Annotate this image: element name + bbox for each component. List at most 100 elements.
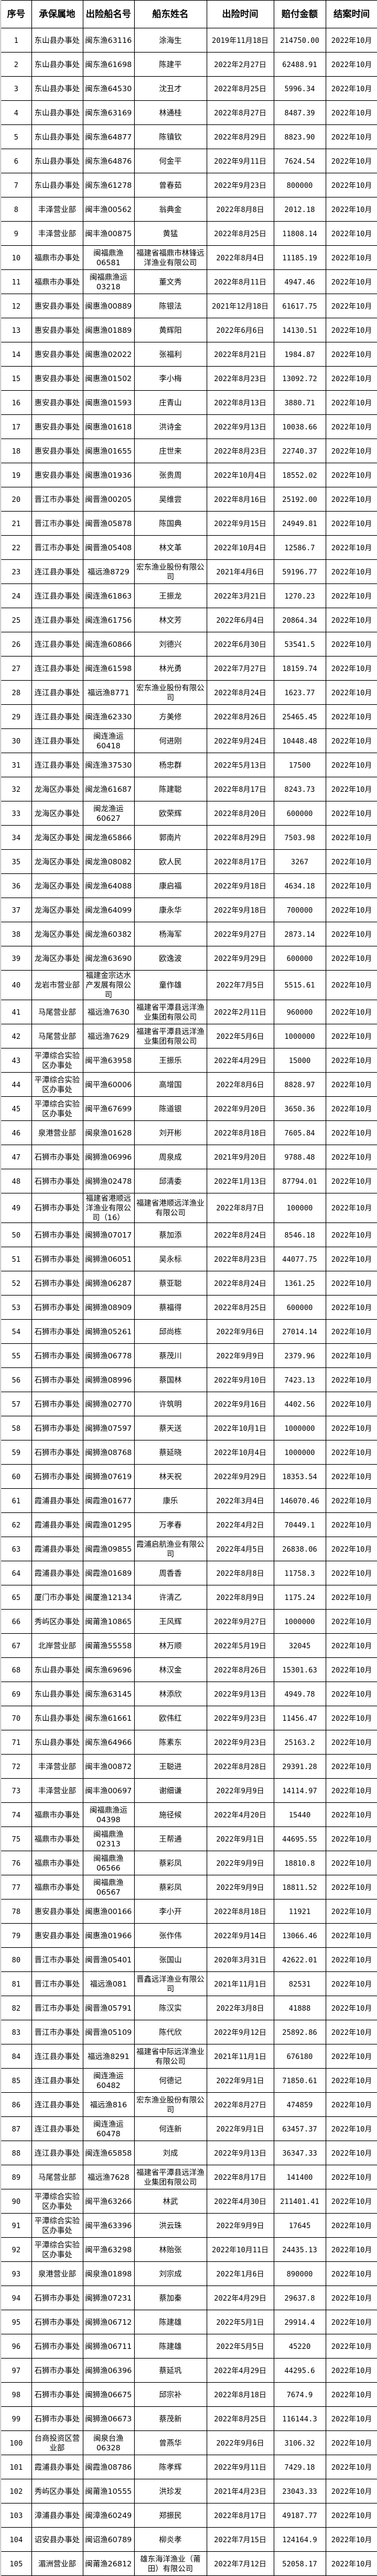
table-row: 67 北岸营业部 闽莆渔55558 林万顺 2022年5月19日 32045 2022年10… [0, 1633, 377, 1658]
cell-index: 48 [0, 1169, 32, 1193]
cell-amount: 5996.34 [273, 76, 326, 101]
cell-vessel: 闽惠渔01618 [82, 414, 135, 439]
cell-amount: 25892.86 [273, 2020, 326, 2044]
cell-vessel: 闽晋渔00205 [82, 487, 135, 512]
cell-owner: 邱尚栋 [134, 1319, 207, 1344]
table-row: 86 连江县办事处 福远渔816 宏东渔业股份有限公司 2022年8月27日 474859… [0, 2092, 377, 2117]
cell-close-date: 2022年10月 [325, 535, 377, 560]
cell-owner: 翁典金 [134, 197, 207, 222]
cell-vessel: 闽连渔运60478 [82, 2116, 135, 2141]
cell-incident-date: 2022年8月26日 [206, 1657, 274, 1682]
cell-incident-date: 2022年8月16日 [206, 487, 274, 512]
cell-close-date: 2022年10月 [325, 1512, 377, 1537]
cell-index: 81 [0, 1971, 32, 1996]
cell-owner: 陈素东 [134, 1730, 207, 1755]
cell-vessel: 闽福鼎渔06581 [82, 245, 135, 270]
cell-amount: 15301.63 [273, 1657, 326, 1682]
cell-amount: 1984.87 [273, 342, 326, 367]
cell-vessel: 闽狮渔06673 [82, 2406, 135, 2431]
cell-vessel: 闽东渔63169 [82, 100, 135, 125]
cell-close-date: 2022年10月 [325, 1899, 377, 1924]
cell-vessel: 福建金宗达水产发展有限公司 [82, 970, 135, 1000]
cell-close-date: 2022年10月 [325, 2479, 377, 2504]
cell-region: 漳浦县办事处 [31, 2503, 83, 2528]
cell-amount: 116144.3 [273, 2406, 326, 2431]
cell-vessel: 闽连渔60866 [82, 632, 135, 657]
cell-amount: 49187.77 [273, 2503, 326, 2528]
cell-amount: 1000000 [273, 1440, 326, 1465]
cell-index: 18 [0, 438, 32, 463]
cell-vessel: 福远渔816 [82, 2092, 135, 2117]
cell-incident-date: 2022年8月18日 [206, 1120, 274, 1145]
cell-index: 95 [0, 2310, 32, 2334]
cell-amount: 71850.61 [273, 2068, 326, 2093]
cell-amount: 800000 [273, 173, 326, 198]
table-row: 31 连江县办事处 闽连渔37530 杨忠群 2022年5月13日 17500 2022年1… [0, 753, 377, 777]
cell-incident-date: 2021年9月20日 [206, 1145, 274, 1169]
cell-region: 石狮市办事处 [31, 2382, 83, 2407]
table-body: 1 东山县办事处 闽东渔63116 涂海生 2019年11月18日 214750.00 20… [0, 28, 377, 2576]
cell-owner: 沈丑才 [134, 76, 207, 101]
cell-vessel: 闽连渔37530 [82, 753, 135, 777]
cell-index: 74 [0, 1802, 32, 1827]
cell-owner: 张作伟 [134, 1923, 207, 1948]
cell-region: 丰泽营业部 [31, 1778, 83, 1803]
cell-incident-date: 2020年3月31日 [206, 1947, 274, 1972]
cell-region: 龙海区办事处 [31, 801, 83, 826]
cell-vessel: 闽莆渔10865 [82, 1609, 135, 1634]
cell-index: 96 [0, 2334, 32, 2359]
cell-close-date: 2022年10月 [325, 1392, 377, 1416]
cell-close-date: 2022年10月 [325, 1802, 377, 1827]
cell-index: 93 [0, 2261, 32, 2286]
cell-vessel: 闽狮渔07597 [82, 1416, 135, 1441]
cell-amount: 59196.77 [273, 559, 326, 584]
table-row: 14 惠安县办事处 闽惠渔02022 张福利 2022年8月21日 1984.87 2022… [0, 342, 377, 367]
cell-index: 43 [0, 1048, 32, 1073]
cell-incident-date: 2021年12月18日 [206, 294, 274, 318]
cell-region: 福鼎市办事处 [31, 1851, 83, 1875]
cell-amount: 25465.45 [273, 704, 326, 729]
cell-incident-date: 2022年8月26日 [206, 704, 274, 729]
cell-incident-date: 2022年9月1日 [206, 2068, 274, 2093]
cell-index: 55 [0, 1343, 32, 1368]
cell-vessel: 闽平渔63396 [82, 2213, 135, 2238]
cell-vessel: 闽霞渔01689 [82, 1561, 135, 1585]
table-row: 5 东山县办事处 闽东渔64877 陈镇钦 2022年8月29日 8823.90 2022年… [0, 124, 377, 149]
cell-owner: 欧荣辉 [134, 801, 207, 826]
cell-owner: 曾燕华 [134, 2430, 207, 2455]
cell-index: 42 [0, 1024, 32, 1049]
table-row: 2 东山县办事处 闽东渔61698 陈建平 2022年2月27日 62488.91 2022… [0, 52, 377, 77]
cell-amount: 474859 [273, 2092, 326, 2117]
cell-incident-date: 2022年3月8日 [206, 1996, 274, 2020]
cell-region: 连江县办事处 [31, 559, 83, 584]
cell-close-date: 2022年10月 [325, 2165, 377, 2189]
cell-owner: 周泉成 [134, 1145, 207, 1169]
cell-vessel: 闽惠渔01966 [82, 1923, 135, 1948]
cell-close-date: 2022年10月 [325, 1367, 377, 1392]
cell-vessel: 闽福鼎渔运04398 [82, 1802, 135, 1827]
cell-region: 厦门市办事处 [31, 1585, 83, 1610]
cell-region: 石狮市办事处 [31, 1193, 83, 1223]
cell-close-date: 2022年10月 [325, 2358, 377, 2383]
cell-vessel: 闽平渔63266 [82, 2189, 135, 2214]
cell-index: 8 [0, 197, 32, 222]
cell-close-date: 2022年10月 [325, 1440, 377, 1465]
cell-amount: 11456.47 [273, 1706, 326, 1730]
cell-amount: 29391.28 [273, 1754, 326, 1779]
cell-amount: 13066.46 [273, 1923, 326, 1948]
cell-region: 连江县办事处 [31, 2141, 83, 2165]
cell-amount: 23043.33 [273, 2479, 326, 2504]
table-row: 10 福鼎市办事处 闽福鼎渔06581 福建省福鼎市林锋远洋渔业有限公司 2022年8月… [0, 245, 377, 270]
cell-vessel: 闽霞渔01295 [82, 1512, 135, 1537]
cell-owner: 福建省中际远洋渔业有限公司 [134, 2044, 207, 2069]
cell-amount: 7423.13 [273, 1367, 326, 1392]
cell-region: 平潭综合实验区办事处 [31, 1048, 83, 1073]
cell-vessel: 闽泉台渔06328 [82, 2430, 135, 2455]
cell-incident-date: 2022年9月23日 [206, 1706, 274, 1730]
cell-incident-date: 2022年2月11日 [206, 1000, 274, 1024]
cell-owner: 陈国典 [134, 511, 207, 536]
cell-region: 石狮市办事处 [31, 1169, 83, 1193]
cell-amount: 11185.19 [273, 245, 326, 270]
cell-index: 102 [0, 2479, 32, 2504]
cell-vessel: 闽狮渔06712 [82, 2310, 135, 2334]
